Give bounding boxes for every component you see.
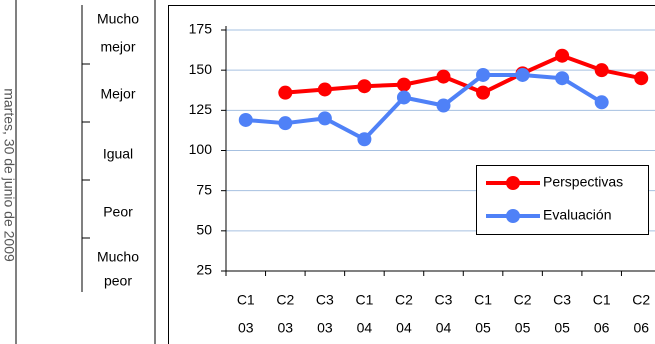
x-tick-label: 06 [594,320,610,336]
y-tick-label: 150 [189,61,213,77]
scale-label: Mejor [100,86,135,102]
scale-label: Peor [103,204,133,220]
x-tick-label: 03 [238,320,254,336]
x-tick-label: C2 [514,292,532,308]
scale-label: mejor [100,39,135,55]
x-tick-label: 04 [436,320,452,336]
x-tick-label: 05 [554,320,570,336]
y-tick-label: 75 [196,181,212,197]
point [238,112,253,127]
x-tick-label: C3 [316,292,334,308]
point [317,111,332,126]
x-tick-label: 03 [317,320,333,336]
y-tick-label: 175 [189,21,213,37]
date-note: martes, 30 de junio de 2009 [1,88,17,262]
x-tick-label: C1 [355,292,373,308]
legend-label: Perspectivas [543,174,623,190]
point [594,63,609,78]
y-tick-label: 125 [189,101,213,117]
x-tick-label: C2 [395,292,413,308]
legend-marker [506,209,520,223]
legend-marker [506,176,520,190]
point [555,48,570,63]
series-line [245,72,603,142]
x-tick-label: 05 [475,320,491,336]
y-tick-label: 25 [196,262,212,278]
point [396,90,411,105]
point [317,82,332,97]
point [634,71,649,86]
x-tick-label: C1 [593,292,611,308]
x-tick-label: C3 [553,292,571,308]
point [357,79,372,94]
point [594,95,609,110]
scale-label: Mucho [97,249,139,265]
point [515,67,530,82]
scale-label: peor [104,273,132,289]
legend-label: Evaluación [543,207,612,223]
point [278,116,293,131]
legend-box [476,165,649,235]
scale-label: Mucho [97,11,139,27]
x-tick-label: 05 [515,320,531,336]
point [555,71,570,86]
point [436,69,451,84]
x-tick-label: C2 [276,292,294,308]
y-tick-label: 100 [189,141,213,157]
point [357,132,372,147]
x-tick-label: C1 [237,292,255,308]
point [396,77,411,92]
scale-label: Igual [103,146,133,162]
x-tick-label: C2 [632,292,650,308]
x-tick-label: C1 [474,292,492,308]
chart-border [168,5,655,344]
point [476,85,491,100]
point [436,98,451,113]
point [278,85,293,100]
x-tick-label: C3 [435,292,453,308]
series-line [285,53,642,95]
x-tick-label: 03 [278,320,294,336]
y-tick-label: 50 [196,222,212,238]
x-tick-label: 04 [357,320,373,336]
x-tick-label: 06 [633,320,649,336]
point [476,67,491,82]
x-tick-label: 04 [396,320,412,336]
